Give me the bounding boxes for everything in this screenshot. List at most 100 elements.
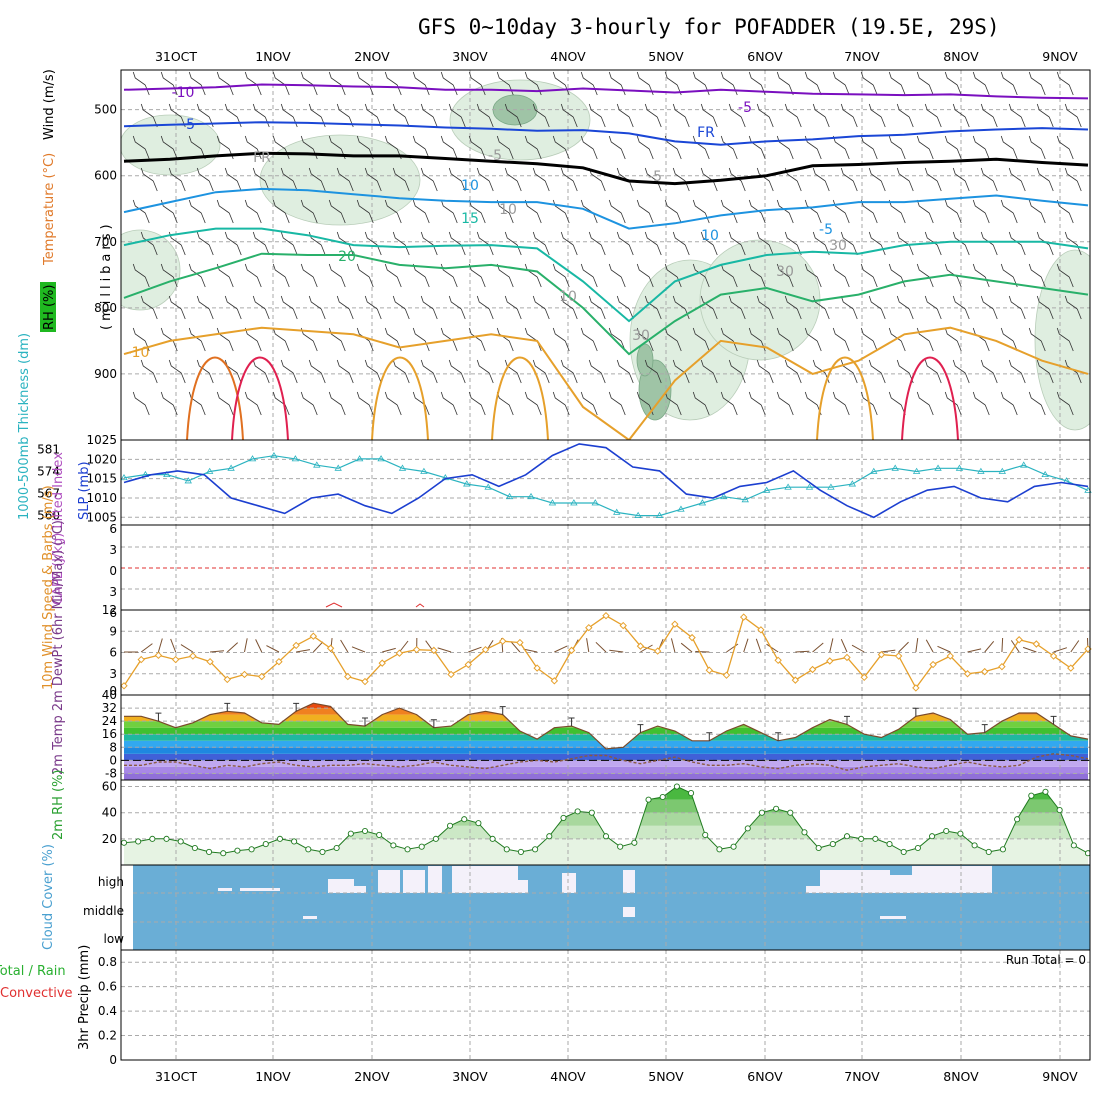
thickness-marker <box>955 464 964 471</box>
wind-barb <box>336 167 354 192</box>
wind-barb <box>1064 167 1082 192</box>
wind-barb <box>524 135 542 160</box>
wind-barb <box>300 71 318 96</box>
maxmin-bar <box>912 707 919 717</box>
wind-speed-marker <box>791 676 800 684</box>
rh-marker <box>361 827 369 835</box>
wind-barb <box>1056 391 1074 416</box>
wind-barb <box>756 295 774 320</box>
tick-label: 9 <box>109 624 117 638</box>
wind-speed-marker <box>826 657 834 665</box>
wind-speed-marker <box>1067 664 1075 672</box>
wind-barb <box>1008 295 1026 320</box>
wind-barb <box>588 359 606 384</box>
wind-barb <box>364 359 382 384</box>
wind-speed-marker <box>240 670 249 679</box>
tick-label: 16 <box>102 727 117 741</box>
wind-barb <box>1036 103 1054 128</box>
isotherms <box>123 83 1089 440</box>
wind-barb <box>720 199 738 224</box>
date-labels-top: 31OCT 1NOV 2NOV 3NOV 4NOV 5NOV 6NOV 7NOV 8NOV 9NO… <box>155 49 1078 64</box>
thickness-marker <box>548 499 557 506</box>
warm-isotherm <box>816 356 874 440</box>
maxmin-bar <box>637 724 644 733</box>
wind-barb <box>832 71 850 96</box>
rh-marker <box>432 835 439 842</box>
rh-marker <box>376 831 383 838</box>
maxmin-bar <box>155 712 162 722</box>
wind-barb <box>468 327 486 352</box>
rh-marker <box>1028 792 1035 799</box>
isotherm-label: 30 <box>632 328 650 344</box>
rh-marker <box>999 846 1006 853</box>
thickness-tick: 574 <box>37 464 60 478</box>
wind-barb-10m <box>695 651 710 653</box>
tick-label: 0.6 <box>98 980 117 994</box>
tick-label: 40 <box>102 688 117 702</box>
cloud-gap <box>500 866 518 893</box>
rh-legend-swatch <box>40 282 56 332</box>
isotherm-label: 10 <box>499 202 517 218</box>
rh-marker <box>191 844 198 852</box>
cloud-gap <box>218 888 232 891</box>
wind-speed-marker <box>395 649 404 657</box>
wind-barb-10m <box>140 643 153 653</box>
wind-barb-10m <box>1001 637 1004 653</box>
rh-marker <box>135 838 142 845</box>
wind-barb <box>888 199 906 224</box>
rh-band <box>124 799 1088 813</box>
wind-barb <box>748 263 766 288</box>
wind-barb <box>252 103 270 128</box>
cloud-gap <box>623 907 635 917</box>
wind-barb-10m <box>523 648 538 653</box>
wind-barb <box>224 231 242 256</box>
wind-barb <box>420 295 438 320</box>
cloud-gap <box>354 886 366 893</box>
isotherm--5 <box>123 121 1089 146</box>
wind-speed-marker <box>998 662 1006 671</box>
wind-barb <box>664 327 682 352</box>
wind-barb <box>720 71 738 96</box>
wind-barb <box>924 103 942 128</box>
rh2m-panel: 20 40 60 2m RH (%) <box>51 769 1091 866</box>
tick-label: 900 <box>94 367 117 381</box>
tick-label: 60 <box>102 780 117 794</box>
wind-barb <box>440 199 458 224</box>
wind-barb <box>328 391 346 416</box>
wind-barb <box>392 231 410 256</box>
wind-barb <box>980 103 998 128</box>
wind-barb <box>244 327 262 352</box>
wind-barb <box>952 103 970 128</box>
warm-isotherm <box>901 356 959 440</box>
isotherm-10 <box>123 227 1089 323</box>
wind-barb <box>1036 295 1054 320</box>
date-label-top: 8NOV <box>943 49 979 64</box>
thickness-marker <box>377 455 385 462</box>
wind-speed-marker <box>1015 636 1023 644</box>
thickness-marker <box>784 483 792 490</box>
temp-band <box>124 760 1088 767</box>
wind-barb <box>552 391 570 416</box>
cloud-cover-panel: high middle low Cloud Cover (%) <box>41 844 1091 951</box>
wind-barb <box>728 295 746 320</box>
wind-barb <box>896 167 914 192</box>
isotherm-20 <box>123 326 1089 440</box>
wind-barb <box>244 391 262 416</box>
wind-barb <box>448 231 466 256</box>
date-label-top: 3NOV <box>452 49 488 64</box>
isotherm-label: 10 <box>559 289 577 305</box>
rh-marker <box>1056 807 1063 814</box>
series-line <box>123 443 1089 519</box>
rh-marker <box>801 829 808 836</box>
thickness-marker <box>634 511 642 518</box>
wind-barb <box>188 199 206 224</box>
rh-marker <box>404 846 411 853</box>
wind-barb <box>216 391 234 416</box>
isotherm-FR <box>123 151 1089 186</box>
wind-barb <box>420 231 438 256</box>
wind-barb <box>1028 327 1046 352</box>
rh-marker <box>773 805 780 812</box>
rh-marker <box>560 814 567 821</box>
wind-barb <box>384 263 402 288</box>
cloud-grid <box>133 865 1090 950</box>
